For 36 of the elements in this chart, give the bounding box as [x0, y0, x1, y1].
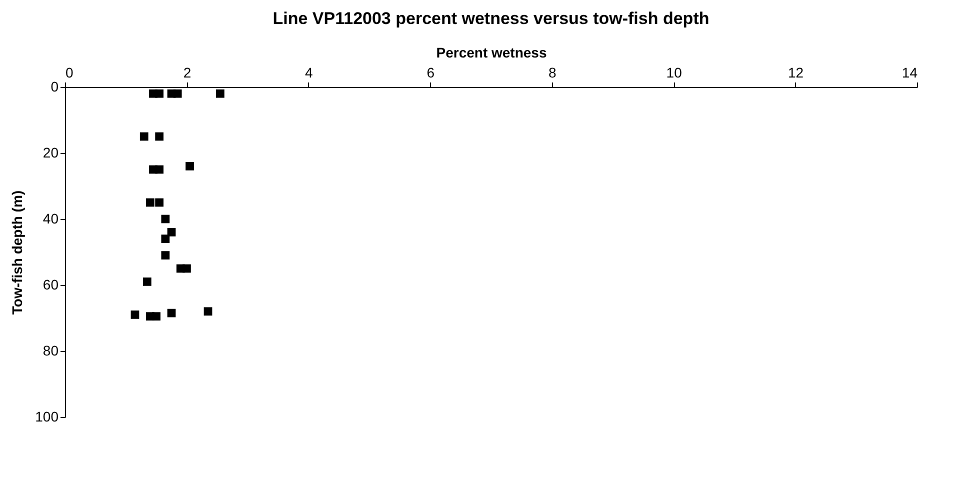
- x-tick-label: 12: [788, 64, 804, 80]
- point: [140, 132, 148, 141]
- x-tick-label: 14: [902, 64, 918, 80]
- point: [167, 308, 176, 318]
- point: [142, 278, 152, 286]
- point: [216, 89, 224, 98]
- y-tick-label: 100: [35, 408, 59, 424]
- point: [130, 310, 140, 319]
- point: [155, 165, 164, 174]
- point: [155, 89, 164, 98]
- point: [167, 228, 176, 236]
- point: [161, 251, 170, 260]
- x-tick-label: 10: [666, 64, 682, 80]
- point: [155, 132, 164, 141]
- x-tick-label: 8: [548, 64, 556, 80]
- y-axis-title: Tow-fish depth (m): [9, 190, 26, 315]
- point: [155, 198, 164, 207]
- x-tick-label: 0: [66, 64, 74, 80]
- point: [161, 214, 170, 224]
- y-tick-label: 60: [42, 276, 59, 292]
- point: [173, 89, 182, 98]
- point: [182, 264, 191, 273]
- y-tick-label: 40: [42, 210, 59, 226]
- y-tick-label: 80: [42, 342, 59, 358]
- y-tick-label: 20: [42, 144, 59, 160]
- point: [152, 312, 160, 321]
- point: [161, 234, 170, 243]
- x-tick-label: 6: [426, 64, 435, 80]
- x-axis-title: Percent wetness: [436, 44, 547, 60]
- x-tick-label: 2: [183, 64, 192, 80]
- x-tick-label: 4: [305, 64, 314, 80]
- point: [146, 198, 154, 207]
- point: [204, 307, 212, 316]
- y-tick-label: 0: [50, 78, 59, 94]
- point: [186, 162, 194, 170]
- chart-title: Line VP112003 percent wetness versus tow-fish depth: [272, 9, 710, 28]
